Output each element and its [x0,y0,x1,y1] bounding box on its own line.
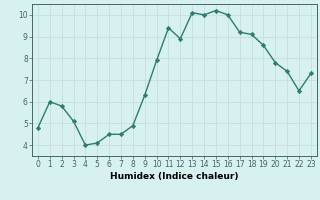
X-axis label: Humidex (Indice chaleur): Humidex (Indice chaleur) [110,172,239,181]
